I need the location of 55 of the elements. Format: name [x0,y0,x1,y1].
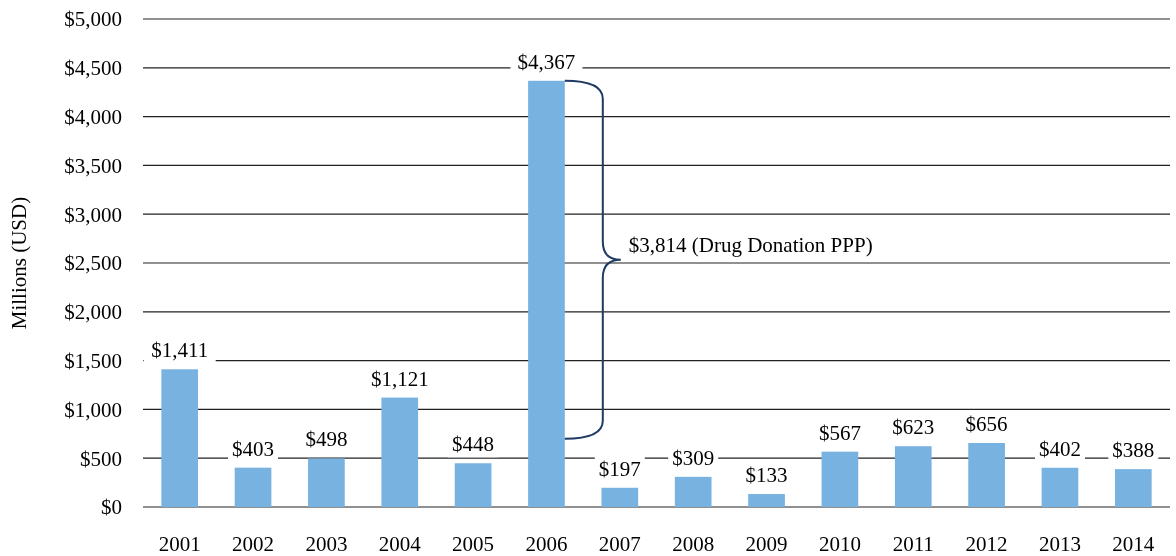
data-label: $309 [672,445,715,470]
y-tick-label: $5,000 [64,7,122,32]
bar [894,446,932,507]
x-tick-label: 2011 [892,532,934,556]
bar [674,476,712,507]
x-tick-label: 2013 [1038,532,1081,556]
data-label: $388 [1112,438,1155,463]
data-label: $197 [598,456,641,481]
x-tick-label: 2004 [378,532,422,556]
data-label: $498 [305,427,348,452]
data-label: $1,121 [370,366,429,391]
x-tick-label: 2002 [232,532,275,556]
annotation: $3,814 (Drug Donation PPP) [628,232,873,257]
x-tick-label: 2012 [965,532,1008,556]
x-tick-label: 2009 [745,532,788,556]
x-tick-label: 2003 [305,532,348,556]
data-label: $4,367 [517,49,576,74]
x-tick-label: 2014 [1112,532,1155,556]
x-tick-label: 2008 [672,532,715,556]
y-tick-label: $500 [80,446,122,471]
bar [454,463,492,507]
y-tick-label: $4,500 [64,56,122,81]
y-tick-label: $1,500 [64,348,122,373]
y-tick-label: $0 [101,495,122,520]
bar [1041,467,1079,507]
bar [1114,469,1152,507]
data-label: $567 [818,420,861,445]
bar [308,458,345,507]
y-axis-title: Millions (USD) [7,196,31,330]
x-tick-label: 2001 [158,532,201,556]
data-label: $448 [452,432,495,457]
x-tick-label: 2010 [818,532,861,556]
data-label: $402 [1038,436,1081,461]
y-tick-label: $2,500 [64,251,122,276]
bar [234,467,272,507]
bar [968,442,1005,507]
x-tick-label: 2006 [525,532,568,556]
data-label: $623 [892,415,935,440]
bar [601,487,639,507]
x-tick-label: 2007 [598,532,641,556]
data-label: $133 [745,463,788,488]
y-tick-label: $4,000 [64,104,122,129]
y-tick-label: $1,000 [64,397,122,422]
bar [381,397,419,507]
bar [528,80,565,507]
data-label: $403 [232,436,275,461]
x-tick-label: 2005 [452,532,495,556]
bar [821,451,859,507]
y-tick-label: $3,500 [64,153,122,178]
y-tick-label: $2,000 [64,300,122,325]
data-label: $656 [965,411,1008,436]
bar [161,369,199,507]
y-tick-label: $3,000 [64,202,122,227]
data-label: $1,411 [151,338,209,363]
bar [748,494,785,507]
